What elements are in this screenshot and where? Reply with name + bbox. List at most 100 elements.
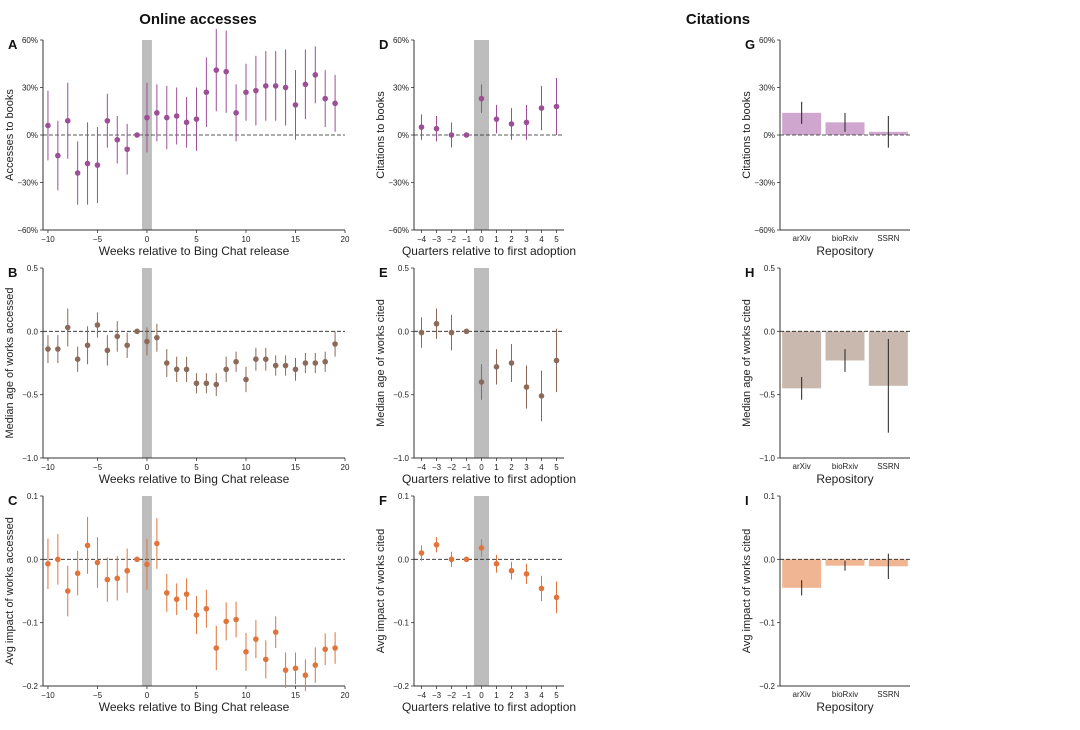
data-point [243,649,249,655]
x-tick-label: 4 [539,691,544,700]
data-point [253,87,259,94]
data-point [203,605,210,612]
data-point [45,122,51,129]
data-point [74,356,81,363]
treatment-shade [142,496,152,686]
y-axis-label: Median age of works accessed [4,287,16,438]
data-point [282,667,289,673]
y-tick-label: −60% [754,226,775,235]
x-axis-label: Quarters relative to first adoption [402,244,576,258]
data-point [173,596,180,603]
x-tick-label: 3 [524,463,529,472]
y-tick-label: 0.5 [27,264,39,273]
x-tick-label: 2 [509,463,514,472]
data-point [292,665,299,672]
x-tick-label: 5 [554,235,559,244]
x-tick-label: 0 [145,463,150,472]
data-point [223,618,229,625]
y-tick-label: 60% [393,36,409,45]
y-tick-label: −0.5 [759,391,775,400]
x-tick-label: −2 [447,691,457,700]
y-axis-label: Median age of works cited [375,299,387,427]
data-point [154,334,160,341]
data-point [418,329,425,336]
data-point [84,342,91,349]
x-tick-label: 10 [242,235,251,244]
x-tick-label: 15 [291,691,300,700]
data-point [104,347,111,354]
x-tick-label: 0 [479,691,484,700]
y-tick-label: −0.5 [22,391,38,400]
y-axis-label: Citations to books [375,91,387,179]
y-tick-label: 0.1 [398,492,410,501]
data-point [302,360,309,366]
y-tick-label: 0.0 [398,555,410,564]
data-point [282,84,289,91]
panel-i: I −0.2 −0.1 0.0 0.1 arXiv bioRxiv SSRN Repositor… [741,492,910,714]
treatment-shade [142,268,152,458]
y-tick-label: −0.2 [22,682,38,691]
data-point [193,380,200,387]
panel-d: D −60% −30% 0% 30% 60% −4 −3 −2 −1 0 1 2 3 4 5Quarters … [375,36,576,258]
y-tick-label: −0.5 [393,391,409,400]
y-tick-label: 0.0 [27,555,39,564]
data-point [64,588,71,594]
y-tick-label: 30% [393,84,409,93]
x-tick-label: 1 [494,235,499,244]
data-point [508,360,515,366]
data-point [493,116,500,122]
data-point [124,567,130,574]
x-tick-label: 20 [341,235,350,244]
data-point [233,110,239,116]
x-tick-label: 3 [524,235,529,244]
y-axis-label: Citations to books [741,91,753,179]
x-tick-label: 5 [554,691,559,700]
x-tick-label: 2 [509,691,514,700]
y-tick-label: −60% [388,226,409,235]
data-point [134,132,140,138]
data-point [84,542,91,549]
panel-label: A [8,37,18,52]
data-point [332,645,338,651]
panel-label: E [379,265,388,280]
data-point [163,360,170,366]
data-point [302,672,309,679]
y-tick-label: −1.0 [22,454,38,463]
data-point [322,95,328,102]
data-point [124,342,130,349]
y-tick-label: 0.0 [764,327,776,336]
data-point [418,124,425,130]
x-tick-label: SSRN [877,690,899,699]
x-axis-label: Weeks relative to Bing Chat release [99,700,290,714]
data-point [154,110,160,116]
x-tick-label: arXiv [793,690,811,699]
data-point [114,136,121,143]
data-point [463,328,470,335]
x-tick-label: −3 [432,691,442,700]
data-point [154,540,160,547]
data-point [448,329,455,336]
x-tick-label: −4 [417,235,427,244]
y-axis-label: Avg impact of works accessed [4,517,16,665]
data-point [144,561,150,568]
x-tick-label: 5 [194,235,199,244]
x-tick-label: bioRxiv [832,690,858,699]
x-tick-label: 20 [341,463,350,472]
x-tick-label: 15 [291,463,300,472]
data-point [104,576,111,583]
x-tick-label: 3 [524,691,529,700]
data-point [463,132,470,138]
data-point [64,117,71,124]
data-point [163,590,170,596]
data-point [332,100,338,107]
panel-label: C [8,493,18,508]
data-point [94,162,101,168]
data-point [508,121,515,127]
panel-label: F [379,493,387,508]
x-axis-label: Repository [816,472,873,486]
data-point [233,358,239,365]
data-point [253,636,259,642]
x-tick-label: −10 [41,691,55,700]
x-tick-label: −5 [93,691,103,700]
